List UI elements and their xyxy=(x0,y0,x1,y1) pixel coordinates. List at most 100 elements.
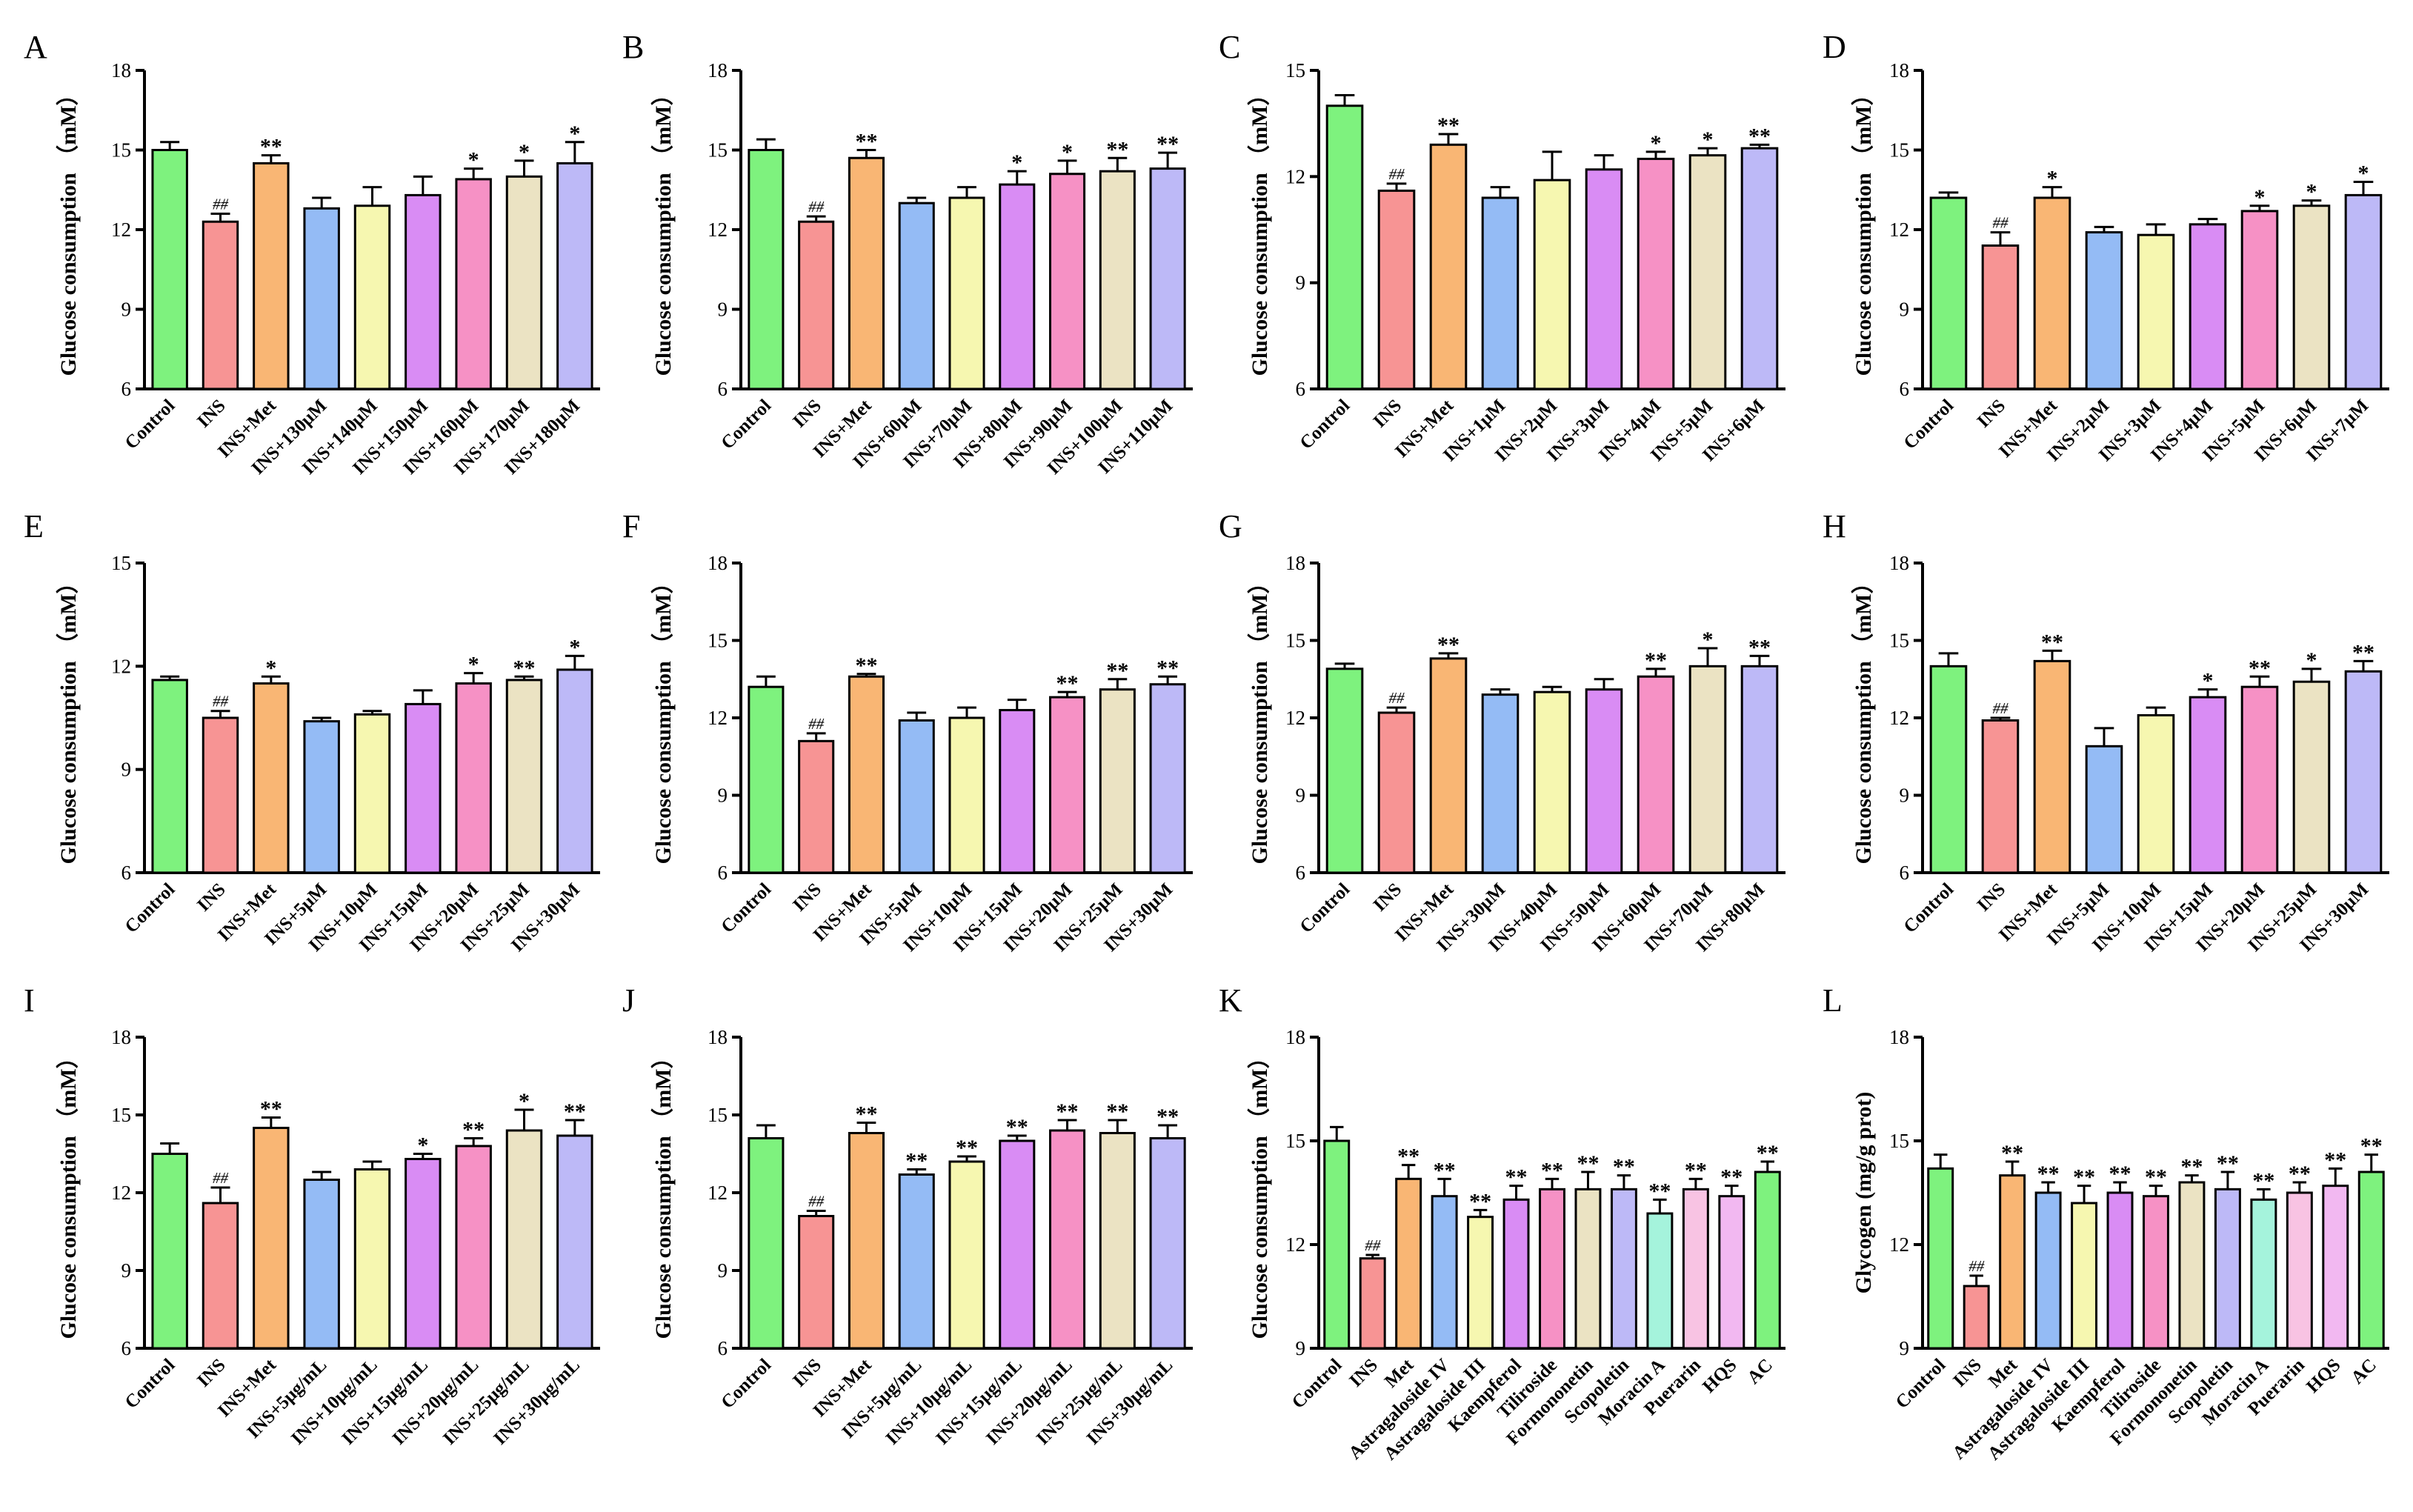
bar xyxy=(1637,157,1675,390)
y-tick-label: 18 xyxy=(111,59,131,81)
bar xyxy=(353,204,391,390)
significance-star: ** xyxy=(2352,640,2374,665)
significance-star: ** xyxy=(1006,1115,1028,1139)
bar xyxy=(2071,1202,2098,1350)
bar xyxy=(1754,1170,1781,1350)
significance-star: ** xyxy=(1748,124,1771,148)
y-axis-label: Glucose consumption （mM） xyxy=(56,83,81,376)
y-tick-label: 15 xyxy=(1285,1130,1305,1152)
panel-G: G Glucose consumption （mM） 6 9 12 15 18 Control… xyxy=(1219,508,1785,956)
x-category-label: Control xyxy=(1297,396,1354,453)
bar xyxy=(848,1132,885,1350)
bar xyxy=(1481,196,1520,390)
bar xyxy=(1740,665,1779,874)
bar xyxy=(898,1173,935,1350)
significance-hash: ## xyxy=(1389,165,1405,183)
significance-star: * xyxy=(519,1089,530,1113)
y-tick-label: 6 xyxy=(718,862,728,884)
significance-star: * xyxy=(1651,131,1662,156)
x-category-label: INS+30μg/mL xyxy=(1083,1355,1177,1449)
significance-star: ** xyxy=(2001,1141,2023,1165)
bar xyxy=(1377,711,1416,874)
bar xyxy=(405,1158,442,1350)
panel-letter: G xyxy=(1219,508,1242,544)
bar xyxy=(202,1202,239,1350)
y-axis-label: Glucose consumption （mM） xyxy=(56,571,81,864)
y-tick-label: 12 xyxy=(1285,1233,1305,1256)
bar xyxy=(1149,1137,1186,1350)
y-tick-label: 6 xyxy=(1296,378,1306,400)
bar xyxy=(253,682,290,874)
y-axis-label: Glucose consumption （mM） xyxy=(650,571,676,864)
x-category-label: AC xyxy=(2347,1355,2380,1388)
significance-star: ** xyxy=(2041,630,2063,654)
bar xyxy=(303,720,340,874)
bar xyxy=(1481,693,1520,874)
x-category-label: INS xyxy=(789,1355,825,1391)
significance-star: ** xyxy=(1685,1158,1707,1182)
y-tick-label: 15 xyxy=(708,139,728,161)
significance-star: ** xyxy=(855,1102,877,1127)
x-category-label: INS xyxy=(1345,1355,1382,1391)
y-tick-label: 12 xyxy=(111,655,131,677)
bar xyxy=(1981,719,2020,874)
bar xyxy=(455,178,492,390)
panel-I: I Glucose consumption （mM） 6 9 12 15 18 Control… xyxy=(24,982,600,1449)
bar xyxy=(1574,1188,1602,1350)
bar xyxy=(748,149,785,390)
bar xyxy=(999,709,1036,874)
significance-hash: ## xyxy=(213,693,229,710)
significance-hash: ## xyxy=(1993,699,2009,717)
bar xyxy=(1688,665,1727,874)
significance-star: ** xyxy=(1757,1141,1779,1165)
significance-star: ** xyxy=(2289,1162,2311,1186)
bar xyxy=(2286,1191,2313,1350)
significance-star: ** xyxy=(1505,1165,1528,1190)
bar xyxy=(1688,154,1727,390)
bar xyxy=(2033,659,2071,874)
y-tick-label: 6 xyxy=(122,862,132,884)
x-category-label: Control xyxy=(122,1355,179,1413)
bar xyxy=(151,149,188,390)
panel-letter: J xyxy=(622,982,635,1019)
bar xyxy=(1377,189,1416,390)
x-category-label: INS+20μg/mL xyxy=(982,1355,1076,1449)
y-tick-label: 12 xyxy=(708,219,728,241)
y-tick-label: 15 xyxy=(111,1104,131,1126)
significance-hash: ## xyxy=(808,715,825,733)
significance-star: ** xyxy=(1613,1155,1635,1179)
bar xyxy=(2240,685,2279,874)
y-tick-label: 15 xyxy=(1889,630,1909,652)
significance-hash: ## xyxy=(1365,1236,1381,1254)
y-tick-label: 18 xyxy=(1285,1026,1305,1048)
bar xyxy=(151,1153,188,1350)
bar xyxy=(2085,745,2123,874)
bar xyxy=(505,1129,543,1350)
panel-J: J Glucose consumption （mM） 6 9 12 15 18 Control… xyxy=(622,982,1193,1449)
x-category-label: Control xyxy=(717,396,775,453)
bar xyxy=(2106,1191,2134,1350)
x-category-label: INS xyxy=(789,396,825,432)
bar xyxy=(1981,244,2020,390)
bar xyxy=(1682,1188,1709,1350)
bar xyxy=(1610,1188,1637,1350)
bar xyxy=(1323,1139,1351,1350)
y-axis-label: Glucose consumption （mM） xyxy=(650,1046,676,1339)
bar xyxy=(2033,196,2071,390)
bar xyxy=(1049,696,1086,874)
bar xyxy=(2214,1188,2241,1350)
significance-star: ** xyxy=(1434,1158,1456,1182)
x-category-label: HQS xyxy=(1699,1355,1740,1396)
bar xyxy=(353,713,391,874)
bar xyxy=(202,716,239,874)
bar xyxy=(1929,665,1968,874)
significance-star: ** xyxy=(956,1136,978,1160)
bar xyxy=(1325,667,1364,874)
x-category-label: Control xyxy=(1900,879,1958,937)
panel-letter: C xyxy=(1219,29,1240,65)
y-tick-label: 12 xyxy=(1889,1233,1909,1256)
panel-A: A Glucose consumption （mM） 6 9 12 15 18 Control… xyxy=(24,29,600,479)
bar xyxy=(1502,1198,1530,1350)
significance-star: ** xyxy=(2037,1162,2060,1186)
